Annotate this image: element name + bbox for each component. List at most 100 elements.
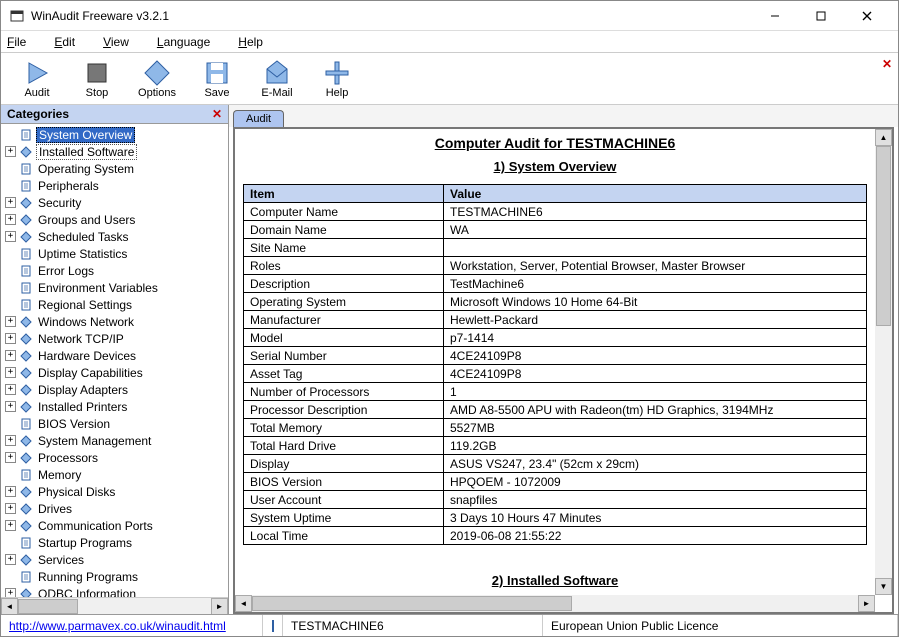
scroll-left-button[interactable]: ◄ bbox=[235, 595, 252, 612]
menu-help[interactable]: Help bbox=[238, 35, 263, 49]
table-row: Total Memory5527MB bbox=[244, 419, 867, 437]
tree-item[interactable]: +Security bbox=[1, 194, 228, 211]
expand-icon[interactable]: + bbox=[5, 146, 16, 157]
scroll-left-button[interactable]: ◄ bbox=[1, 598, 18, 615]
menu-view[interactable]: View bbox=[103, 35, 129, 49]
expand-icon[interactable]: + bbox=[5, 503, 16, 514]
menu-edit[interactable]: Edit bbox=[54, 35, 75, 49]
table-row: Local Time2019-06-08 21:55:22 bbox=[244, 527, 867, 545]
cell-item: Asset Tag bbox=[244, 365, 444, 383]
cell-item: Total Hard Drive bbox=[244, 437, 444, 455]
expand-icon[interactable]: + bbox=[5, 316, 16, 327]
tree-item[interactable]: +Display Adapters bbox=[1, 381, 228, 398]
tree-item[interactable]: +Installed Software bbox=[1, 143, 228, 160]
toolbar-save[interactable]: Save bbox=[187, 59, 247, 99]
category-tree[interactable]: System Overview+Installed SoftwareOperat… bbox=[1, 124, 228, 597]
toolbar-audit[interactable]: Audit bbox=[7, 59, 67, 99]
expand-icon[interactable]: + bbox=[5, 520, 16, 531]
cell-item: System Uptime bbox=[244, 509, 444, 527]
tree-item[interactable]: +Hardware Devices bbox=[1, 347, 228, 364]
page-icon bbox=[20, 299, 32, 311]
expand-icon[interactable]: + bbox=[5, 554, 16, 565]
page-icon bbox=[20, 163, 32, 175]
scroll-thumb[interactable] bbox=[18, 599, 78, 614]
disk-icon bbox=[263, 615, 283, 636]
tree-item[interactable]: +ODBC Information bbox=[1, 585, 228, 597]
tree-item[interactable]: +Drives bbox=[1, 500, 228, 517]
stop-icon bbox=[83, 59, 111, 87]
tree-item[interactable]: Operating System bbox=[1, 160, 228, 177]
content-scrollbar-horizontal[interactable]: ◄ ► bbox=[235, 595, 875, 612]
tree-item[interactable]: Running Programs bbox=[1, 568, 228, 585]
tree-item[interactable]: Uptime Statistics bbox=[1, 245, 228, 262]
tree-item[interactable]: BIOS Version bbox=[1, 415, 228, 432]
toolbar-options[interactable]: Options bbox=[127, 59, 187, 99]
tree-item[interactable]: Startup Programs bbox=[1, 534, 228, 551]
tree-item[interactable]: +Installed Printers bbox=[1, 398, 228, 415]
tab-audit[interactable]: Audit bbox=[233, 110, 284, 127]
toolbar-stop[interactable]: Stop bbox=[67, 59, 127, 99]
tree-item[interactable]: +Services bbox=[1, 551, 228, 568]
expand-icon[interactable]: + bbox=[5, 214, 16, 225]
expand-icon[interactable]: + bbox=[5, 452, 16, 463]
close-button[interactable] bbox=[844, 1, 890, 31]
scroll-up-button[interactable]: ▲ bbox=[875, 129, 892, 146]
content-scrollbar-vertical[interactable]: ▲ ▼ bbox=[875, 129, 892, 595]
page-icon bbox=[20, 265, 32, 277]
expand-icon[interactable]: + bbox=[5, 197, 16, 208]
expand-icon[interactable]: + bbox=[5, 486, 16, 497]
menu-bar: File Edit View Language Help bbox=[1, 31, 898, 53]
toolbar-help[interactable]: Help bbox=[307, 59, 367, 99]
sidebar-scrollbar-horizontal[interactable]: ◄ ► bbox=[1, 597, 228, 614]
tree-item[interactable]: +Communication Ports bbox=[1, 517, 228, 534]
tree-item[interactable]: +System Management bbox=[1, 432, 228, 449]
expand-icon bbox=[5, 248, 16, 259]
sidebar-close-icon[interactable]: ✕ bbox=[212, 107, 222, 121]
scroll-thumb-h[interactable] bbox=[252, 596, 572, 611]
tree-item-label: Startup Programs bbox=[36, 536, 134, 550]
scroll-thumb-v[interactable] bbox=[876, 146, 891, 326]
expand-icon bbox=[5, 265, 16, 276]
maximize-button[interactable] bbox=[798, 1, 844, 31]
page-icon bbox=[20, 248, 32, 260]
menu-language[interactable]: Language bbox=[157, 35, 210, 49]
status-link[interactable]: http://www.parmavex.co.uk/winaudit.html bbox=[9, 619, 226, 633]
cell-value: snapfiles bbox=[444, 491, 867, 509]
expand-icon[interactable]: + bbox=[5, 350, 16, 361]
expand-icon[interactable]: + bbox=[5, 231, 16, 242]
minimize-button[interactable] bbox=[752, 1, 798, 31]
expand-icon[interactable]: + bbox=[5, 367, 16, 378]
expand-icon[interactable]: + bbox=[5, 333, 16, 344]
table-row: Processor DescriptionAMD A8-5500 APU wit… bbox=[244, 401, 867, 419]
tree-item[interactable]: Error Logs bbox=[1, 262, 228, 279]
scroll-right-button[interactable]: ► bbox=[858, 595, 875, 612]
table-row: System Uptime3 Days 10 Hours 47 Minutes bbox=[244, 509, 867, 527]
tree-item[interactable]: Memory bbox=[1, 466, 228, 483]
tree-item[interactable]: +Groups and Users bbox=[1, 211, 228, 228]
toolbar-email[interactable]: E-Mail bbox=[247, 59, 307, 99]
tree-item[interactable]: +Scheduled Tasks bbox=[1, 228, 228, 245]
tree-item[interactable]: +Physical Disks bbox=[1, 483, 228, 500]
content-body: Computer Audit for TESTMACHINE6 1) Syste… bbox=[233, 127, 894, 614]
status-bar: http://www.parmavex.co.uk/winaudit.html … bbox=[1, 614, 898, 636]
tree-item[interactable]: +Display Capabilities bbox=[1, 364, 228, 381]
tree-item[interactable]: +Windows Network bbox=[1, 313, 228, 330]
scroll-down-button[interactable]: ▼ bbox=[875, 578, 892, 595]
tree-item[interactable]: Environment Variables bbox=[1, 279, 228, 296]
sidebar: Categories ✕ System Overview+Installed S… bbox=[1, 105, 229, 614]
toolbar-close-icon[interactable]: ✕ bbox=[882, 57, 892, 71]
tree-item[interactable]: System Overview bbox=[1, 126, 228, 143]
tree-item[interactable]: +Network TCP/IP bbox=[1, 330, 228, 347]
cell-item: Serial Number bbox=[244, 347, 444, 365]
tree-item[interactable]: Regional Settings bbox=[1, 296, 228, 313]
cell-value: 4CE24109P8 bbox=[444, 365, 867, 383]
expand-icon[interactable]: + bbox=[5, 588, 16, 597]
tree-item[interactable]: +Processors bbox=[1, 449, 228, 466]
expand-icon[interactable]: + bbox=[5, 401, 16, 412]
tree-item[interactable]: Peripherals bbox=[1, 177, 228, 194]
scroll-right-button[interactable]: ► bbox=[211, 598, 228, 615]
expand-icon[interactable]: + bbox=[5, 384, 16, 395]
diamond-icon bbox=[20, 384, 32, 396]
menu-file[interactable]: File bbox=[7, 35, 26, 49]
expand-icon[interactable]: + bbox=[5, 435, 16, 446]
